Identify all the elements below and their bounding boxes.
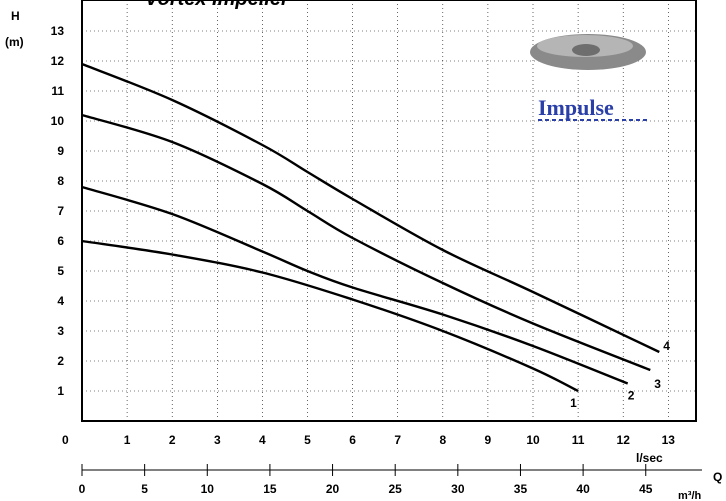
x-tick-label: 13: [662, 433, 676, 447]
secondary-tick-label: 10: [201, 482, 215, 496]
series-label-2: 2: [628, 389, 635, 403]
y-tick-label: 3: [57, 324, 64, 338]
secondary-tick-label: 0: [79, 482, 86, 496]
y-tick-label: 5: [57, 264, 64, 278]
y-axis-unit: (m): [5, 35, 24, 49]
secondary-tick-label: 5: [141, 482, 148, 496]
y-tick-label: 6: [57, 234, 64, 248]
x-tick-label: 2: [169, 433, 176, 447]
x-tick-label: 5: [304, 433, 311, 447]
x-tick-label: 4: [259, 433, 266, 447]
secondary-tick-label: 25: [389, 482, 403, 496]
y-tick-label: 8: [57, 174, 64, 188]
impeller-hub: [572, 44, 600, 56]
origin-label: 0: [62, 433, 69, 447]
chart-title: Vortex Impeller: [145, 0, 290, 10]
y-tick-label: 1: [57, 384, 64, 398]
series-label-3: 3: [654, 377, 661, 391]
x-axis-label: Q: [713, 470, 722, 484]
y-tick-label: 4: [57, 294, 64, 308]
y-axis-label: H: [11, 9, 20, 23]
x-tick-label: 11: [572, 433, 585, 447]
secondary-tick-label: 15: [263, 482, 277, 496]
y-tick-label: 10: [51, 114, 65, 128]
x-unit-secondary: m³/h: [678, 490, 702, 501]
y-tick-label: 7: [57, 204, 64, 218]
secondary-tick-label: 45: [639, 482, 653, 496]
y-tick-label: 9: [57, 144, 64, 158]
x-tick-labels: 1 2 3 4 5 6 7 8 9 10 11 12 13: [124, 433, 676, 447]
series-line-3: [81, 113, 651, 372]
y-tick-label: 12: [51, 54, 65, 68]
x-tick-label: 10: [526, 433, 540, 447]
x-tick-label: 8: [439, 433, 446, 447]
secondary-tick-label: 20: [326, 482, 340, 496]
secondary-tick-label: 40: [576, 482, 590, 496]
secondary-tick-label: 30: [451, 482, 465, 496]
brand-logo-text: Impulse: [538, 95, 614, 120]
y-tick-label: 11: [51, 84, 64, 98]
y-tick-label: 13: [51, 24, 65, 38]
plot-frame: [81, 0, 697, 422]
x-tick-label: 9: [485, 433, 492, 447]
series-lines: 1 2 3 4: [81, 62, 670, 410]
series-line-2: [81, 185, 629, 385]
series-line-1: [81, 239, 579, 393]
series-line-4: [81, 62, 660, 354]
x-tick-label: 1: [124, 433, 131, 447]
secondary-tick-label: 35: [514, 482, 528, 496]
impulse-logo: Impulse: [530, 34, 650, 121]
secondary-x-axis: 0 5 10 15 20 25 30 35 40 45: [79, 464, 702, 496]
x-tick-label: 6: [349, 433, 356, 447]
series-label-1: 1: [570, 396, 577, 410]
series-label-4: 4: [663, 339, 670, 353]
x-tick-label: 7: [394, 433, 401, 447]
x-unit-primary: l/sec: [636, 451, 663, 465]
x-tick-label: 3: [214, 433, 221, 447]
y-tick-label: 2: [57, 354, 64, 368]
x-tick-label: 12: [617, 433, 631, 447]
